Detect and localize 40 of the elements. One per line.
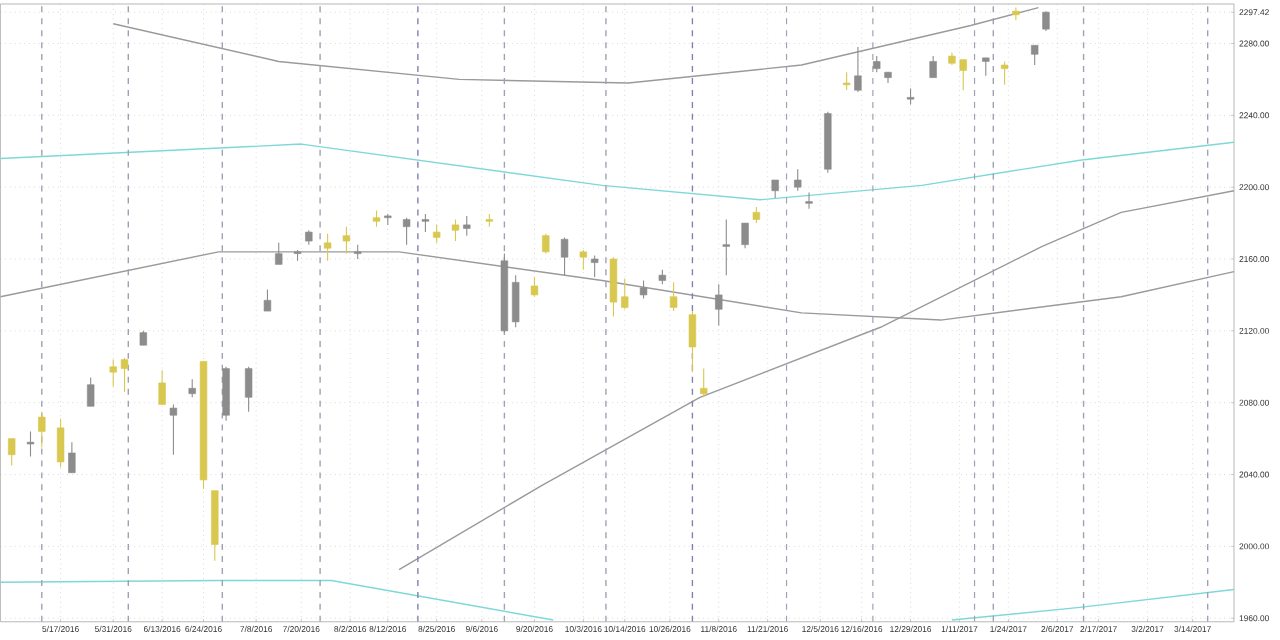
candlestick bbox=[794, 168, 802, 192]
candlestick bbox=[805, 192, 813, 210]
candlestick bbox=[158, 369, 166, 406]
candlestick bbox=[275, 242, 283, 266]
candlestick bbox=[700, 368, 708, 398]
candlestick bbox=[579, 249, 588, 271]
candlestick bbox=[26, 430, 35, 458]
candlestick bbox=[169, 404, 178, 456]
candlestick bbox=[86, 377, 95, 407]
candlestick bbox=[688, 310, 697, 373]
candlestick bbox=[560, 237, 569, 276]
candlestick bbox=[222, 366, 230, 422]
candlestick bbox=[68, 441, 76, 474]
candlestick bbox=[590, 254, 599, 278]
candlestick bbox=[530, 276, 539, 298]
candlestick bbox=[1000, 61, 1009, 86]
candlestick bbox=[1042, 10, 1050, 32]
candlestick bbox=[542, 233, 550, 255]
candlestick bbox=[56, 418, 65, 468]
candlestick bbox=[1012, 7, 1020, 21]
candlestick bbox=[263, 289, 272, 312]
candlestick bbox=[402, 217, 411, 246]
candlestick bbox=[621, 278, 629, 310]
candlestick bbox=[8, 438, 16, 467]
candlestick bbox=[715, 283, 723, 327]
candlestick bbox=[929, 55, 937, 79]
candlestick bbox=[451, 219, 460, 242]
candlestick bbox=[38, 411, 46, 449]
candlestick bbox=[244, 366, 253, 413]
candlestick bbox=[609, 256, 618, 318]
candlestick bbox=[463, 215, 471, 237]
candlestick bbox=[741, 222, 749, 249]
line-series bbox=[0, 141, 1235, 201]
candlestick bbox=[669, 281, 678, 312]
candlestick bbox=[854, 46, 862, 93]
candlestick bbox=[722, 219, 730, 276]
candlestick bbox=[342, 226, 351, 255]
candlestick bbox=[323, 233, 332, 262]
candlestick bbox=[1031, 44, 1039, 66]
candlestick bbox=[511, 274, 520, 328]
